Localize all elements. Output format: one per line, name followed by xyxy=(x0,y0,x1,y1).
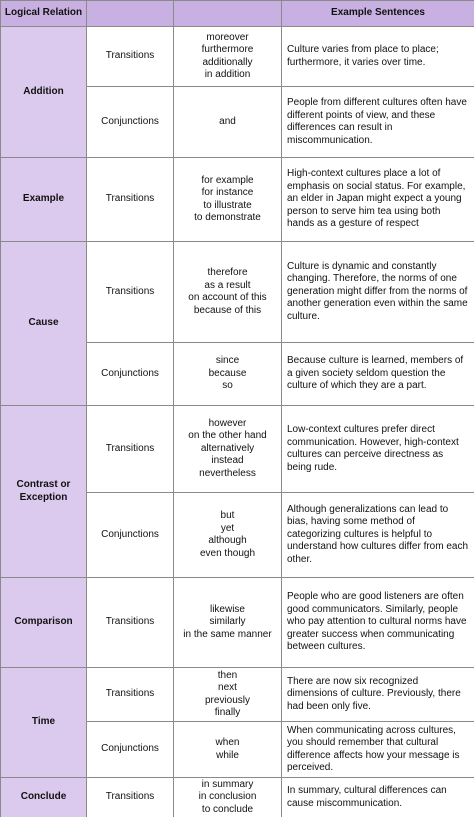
type-cell: Transitions xyxy=(86,405,174,493)
connector-word: for instance xyxy=(201,187,254,198)
connector-word: however xyxy=(208,417,247,429)
relation-cell: Cause xyxy=(0,241,87,406)
connector-word: as a result xyxy=(204,279,251,291)
header-relation: Logical Relation xyxy=(0,0,87,27)
connector-word: furthermore xyxy=(201,44,254,55)
sentence-cell: Because culture is learned, members of a… xyxy=(281,342,474,406)
connector-word: to demonstrate xyxy=(194,212,261,223)
header-empty xyxy=(173,0,282,27)
table-row: Conjunctions and People from different cul… xyxy=(1,86,474,158)
header-row: Logical Relation Example Sentences xyxy=(0,0,474,27)
type-cell: Transitions xyxy=(86,667,174,722)
connector-word: finally xyxy=(214,707,241,718)
connector-word: to conclude xyxy=(201,803,254,815)
type-cell: Transitions xyxy=(86,577,174,668)
connector-word: although xyxy=(208,535,247,546)
words-cell: and xyxy=(173,86,282,158)
connector-word: in the same manner xyxy=(183,628,272,640)
sentence-cell: Although generalizations can lead to bia… xyxy=(281,492,474,578)
connector-word: on account of this xyxy=(188,292,267,303)
connector-word: even though xyxy=(199,547,256,559)
relation-cell: Comparison xyxy=(0,577,87,668)
connector-word: alternatively xyxy=(200,442,255,454)
sentence-cell: High-context cultures place a lot of emp… xyxy=(281,157,474,242)
table-row: Addition Transitions moreover furthermore ad… xyxy=(0,26,474,158)
connector-word: similarly xyxy=(209,616,246,628)
sentence-cell: There are now six recognized dimensions … xyxy=(281,667,474,722)
type-cell: Conjunctions xyxy=(86,721,174,778)
connector-word: in summary xyxy=(201,778,254,790)
sentence-cell: Low-context cultures prefer direct commu… xyxy=(281,405,474,493)
sentence-cell: Culture varies from place to place; furt… xyxy=(281,26,474,87)
sentence-cell: People who are good listeners are often … xyxy=(281,577,474,668)
connector-word: additionally xyxy=(202,56,253,68)
connector-word: moreover xyxy=(206,31,249,43)
connector-word: nevertheless xyxy=(199,467,256,479)
table-body: Addition Transitions moreover furthermore ad… xyxy=(0,26,474,817)
words-cell: therefore as a result on account of this be… xyxy=(173,241,282,343)
table-row: Example Transitions for example for instanc… xyxy=(0,157,474,242)
table-row: Conjunctions since because so Because cultur… xyxy=(1,342,474,406)
table-row: Time Transitions then next previously finally… xyxy=(0,667,474,778)
type-cell: Transitions xyxy=(86,241,174,343)
type-cell: Transitions xyxy=(86,777,174,817)
connector-word: in conclusion xyxy=(198,791,257,803)
words-cell: since because so xyxy=(173,342,282,406)
type-cell: Conjunctions xyxy=(86,492,174,578)
type-cell: Transitions xyxy=(86,26,174,87)
connector-word: for example xyxy=(201,174,254,186)
words-cell: likewise similarly in the same manner xyxy=(173,577,282,668)
words-cell: when while xyxy=(173,721,282,778)
connector-word: on the other hand xyxy=(188,430,267,442)
connector-word: therefore xyxy=(207,267,248,278)
words-cell: however on the other hand alternatively ins… xyxy=(173,405,282,493)
table-row: Conjunctions when while When communicating … xyxy=(1,721,474,778)
type-cell: Conjunctions xyxy=(86,86,174,158)
words-cell: then next previously finally xyxy=(173,667,282,722)
connector-word: next xyxy=(218,682,237,693)
connector-word: instead xyxy=(211,455,244,467)
relation-cell: Contrast or Exception xyxy=(0,405,87,578)
words-cell: in summary in conclusion to conclude xyxy=(173,777,282,817)
connector-word: previously xyxy=(204,694,251,706)
connector-word: to illustrate xyxy=(203,199,252,211)
table-row: Contrast or Exception Transitions however o… xyxy=(0,405,474,578)
connector-word: and xyxy=(219,115,236,127)
connector-word: so xyxy=(222,380,233,392)
connector-word: yet xyxy=(220,522,235,534)
type-cell: Conjunctions xyxy=(86,342,174,406)
connector-word: in addition xyxy=(204,69,251,80)
relation-cell: Conclude xyxy=(0,777,87,817)
table-row: Cause Transitions therefore as a result on a… xyxy=(0,241,474,406)
connector-word: because of this xyxy=(193,304,262,316)
relation-cell: Addition xyxy=(0,26,87,158)
connector-word: when xyxy=(215,737,240,748)
table-row: Conjunctions but yet although even though Alt… xyxy=(1,492,474,578)
sentence-cell: People from different cultures often hav… xyxy=(281,86,474,158)
header-empty xyxy=(86,0,174,27)
relation-cell: Example xyxy=(0,157,87,242)
connector-word: but xyxy=(220,510,235,521)
type-cell: Transitions xyxy=(86,157,174,242)
sentence-cell: Culture is dynamic and constantly changi… xyxy=(281,241,474,343)
connector-word: while xyxy=(216,749,239,761)
connector-word: likewise xyxy=(209,603,245,615)
sentence-cell: When communicating across cultures, you … xyxy=(281,721,474,778)
words-cell: but yet although even though xyxy=(173,492,282,578)
table-row: Conclude Transitions in summary in conclusi… xyxy=(0,777,474,817)
words-cell: for example for instance to illustrate to d… xyxy=(173,157,282,242)
connector-word: because xyxy=(208,367,247,379)
table-row: Comparison Transitions likewise similarly in… xyxy=(0,577,474,668)
relation-cell: Time xyxy=(0,667,87,778)
connector-word: then xyxy=(217,669,238,681)
words-cell: moreover furthermore additionally in additi… xyxy=(173,26,282,87)
connector-word: since xyxy=(215,355,240,367)
header-sentences: Example Sentences xyxy=(281,0,474,27)
sentence-cell: In summary, cultural differences can cau… xyxy=(281,777,474,817)
